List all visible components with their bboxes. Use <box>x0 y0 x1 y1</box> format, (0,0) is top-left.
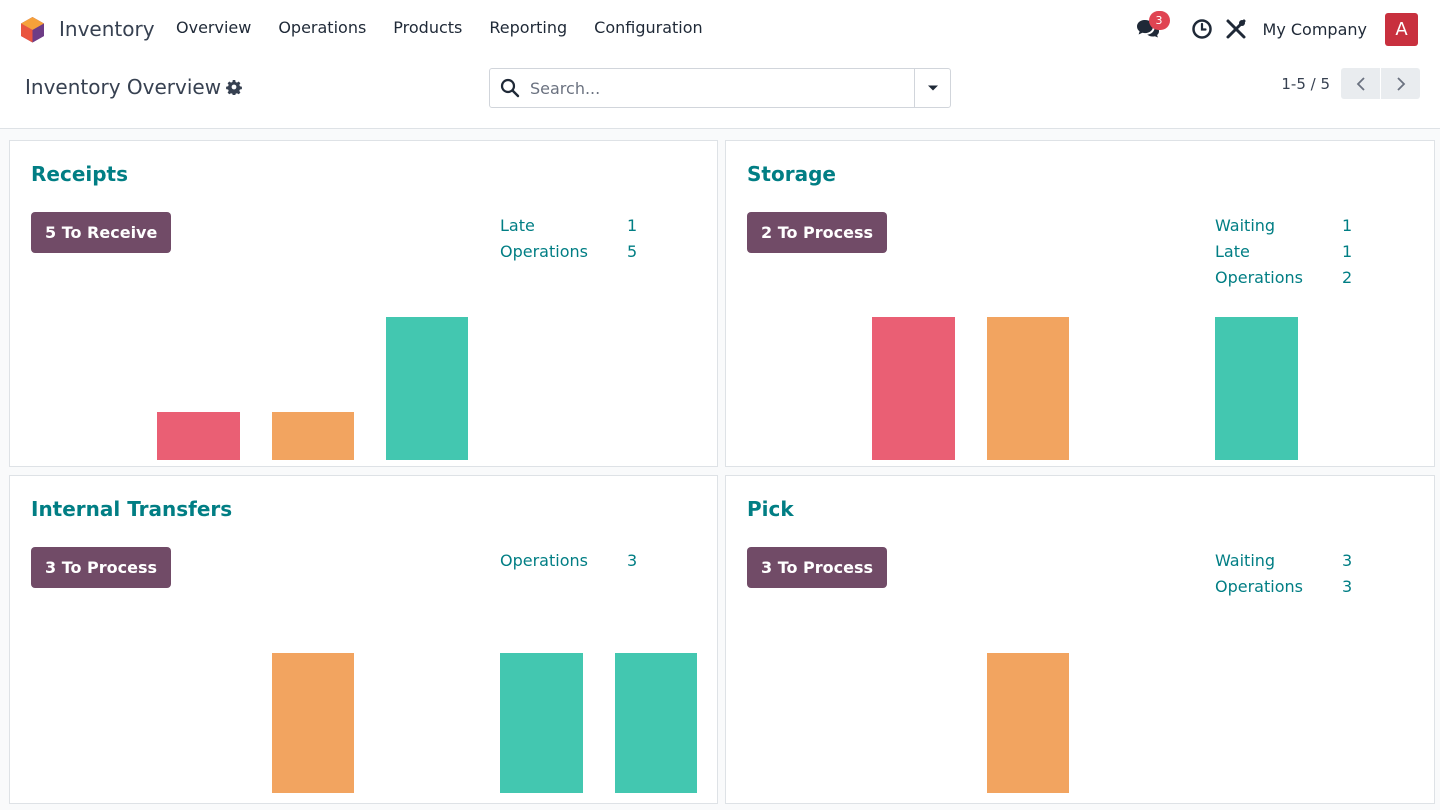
page-title: Inventory Overview <box>25 75 221 99</box>
operation-type-card-receipts: Receipts 5 To Receive Late 1 Operations … <box>9 140 718 467</box>
top-navbar: Inventory Overview Operations Products R… <box>0 0 1440 58</box>
chart-bar[interactable] <box>500 653 582 793</box>
card-bar-graph <box>27 653 713 793</box>
chart-bar[interactable] <box>386 317 468 460</box>
chevron-left-icon <box>1356 76 1366 92</box>
card-stats: Waiting 1 Late 1 Operations 2 <box>1215 212 1362 290</box>
card-bar-graph <box>27 317 713 460</box>
stat-value: 3 <box>1342 577 1362 596</box>
search-icon <box>490 69 530 107</box>
stat-label: Operations <box>1215 268 1342 287</box>
menu-operations[interactable]: Operations <box>278 18 366 37</box>
stat-operations[interactable]: Operations 3 <box>500 547 647 573</box>
messages-badge: 3 <box>1149 11 1170 30</box>
to-process-button[interactable]: 2 To Process <box>747 212 887 253</box>
card-bar-graph <box>742 653 1428 793</box>
kanban-view: Receipts 5 To Receive Late 1 Operations … <box>0 129 1440 810</box>
stat-waiting[interactable]: Waiting 3 <box>1215 547 1362 573</box>
stat-value: 5 <box>627 242 647 261</box>
user-avatar[interactable]: A <box>1385 13 1418 46</box>
operation-type-card-internal-transfers: Internal Transfers 3 To Process Operatio… <box>9 475 718 804</box>
inventory-app-icon[interactable] <box>19 16 46 43</box>
chart-bar[interactable] <box>272 412 354 460</box>
stat-operations[interactable]: Operations 3 <box>1215 573 1362 599</box>
stat-label: Waiting <box>1215 551 1342 570</box>
chevron-right-icon <box>1396 76 1406 92</box>
chart-bar[interactable] <box>987 317 1069 460</box>
menu-overview[interactable]: Overview <box>176 18 251 37</box>
pager-previous-button[interactable] <box>1341 68 1380 99</box>
operation-type-card-storage: Storage 2 To Process Waiting 1 Late 1 Op… <box>725 140 1435 467</box>
stat-label: Late <box>1215 242 1342 261</box>
stat-label: Operations <box>500 551 627 570</box>
card-title[interactable]: Internal Transfers <box>31 497 232 521</box>
stat-value: 2 <box>1342 268 1362 287</box>
gear-icon[interactable] <box>226 79 242 95</box>
menu-reporting[interactable]: Reporting <box>489 18 567 37</box>
stat-value: 1 <box>627 216 647 235</box>
card-title[interactable]: Storage <box>747 162 836 186</box>
card-stats: Operations 3 <box>500 547 647 573</box>
pager-next-button[interactable] <box>1381 68 1420 99</box>
stat-label: Operations <box>500 242 627 261</box>
activities-button[interactable] <box>1189 16 1215 42</box>
chart-bar[interactable] <box>157 412 239 460</box>
chart-bar[interactable] <box>615 653 697 793</box>
to-receive-button[interactable]: 5 To Receive <box>31 212 171 253</box>
systray: 3 My Company A <box>1135 13 1418 45</box>
menu-configuration[interactable]: Configuration <box>594 18 703 37</box>
search-options-toggle[interactable] <box>914 69 950 107</box>
card-title[interactable]: Pick <box>747 497 794 521</box>
stat-operations[interactable]: Operations 2 <box>1215 264 1362 290</box>
messages-button[interactable]: 3 <box>1135 16 1161 42</box>
search-input[interactable] <box>530 69 914 107</box>
control-panel: Inventory Overview 1-5 / 5 <box>0 58 1440 129</box>
clock-icon <box>1191 18 1213 40</box>
debug-tools-button[interactable] <box>1223 16 1249 42</box>
operation-type-card-pick: Pick 3 To Process Waiting 3 Operations 3 <box>725 475 1435 804</box>
caret-down-icon <box>927 84 939 92</box>
chart-bar[interactable] <box>1215 317 1297 460</box>
search-bar <box>489 68 951 108</box>
chart-bar[interactable] <box>872 317 954 460</box>
company-switcher[interactable]: My Company <box>1263 20 1367 39</box>
tools-icon <box>1225 18 1247 40</box>
chart-bar[interactable] <box>272 653 354 793</box>
card-bar-graph <box>742 317 1428 460</box>
stat-label: Operations <box>1215 577 1342 596</box>
card-stats: Late 1 Operations 5 <box>500 212 647 264</box>
menu-products[interactable]: Products <box>393 18 462 37</box>
main-menu: Overview Operations Products Reporting C… <box>176 18 730 37</box>
stat-waiting[interactable]: Waiting 1 <box>1215 212 1362 238</box>
stat-operations[interactable]: Operations 5 <box>500 238 647 264</box>
pager-value[interactable]: 1-5 / 5 <box>1281 75 1330 93</box>
pager: 1-5 / 5 <box>1281 68 1420 99</box>
stat-label: Waiting <box>1215 216 1342 235</box>
to-process-button[interactable]: 3 To Process <box>31 547 171 588</box>
stat-value: 3 <box>627 551 647 570</box>
stat-value: 1 <box>1342 216 1362 235</box>
stat-value: 3 <box>1342 551 1362 570</box>
card-title[interactable]: Receipts <box>31 162 128 186</box>
stat-value: 1 <box>1342 242 1362 261</box>
breadcrumb: Inventory Overview <box>25 75 242 99</box>
stat-late[interactable]: Late 1 <box>500 212 647 238</box>
stat-late[interactable]: Late 1 <box>1215 238 1362 264</box>
to-process-button[interactable]: 3 To Process <box>747 547 887 588</box>
app-name[interactable]: Inventory <box>59 17 155 41</box>
chart-bar[interactable] <box>987 653 1069 793</box>
card-stats: Waiting 3 Operations 3 <box>1215 547 1362 599</box>
stat-label: Late <box>500 216 627 235</box>
